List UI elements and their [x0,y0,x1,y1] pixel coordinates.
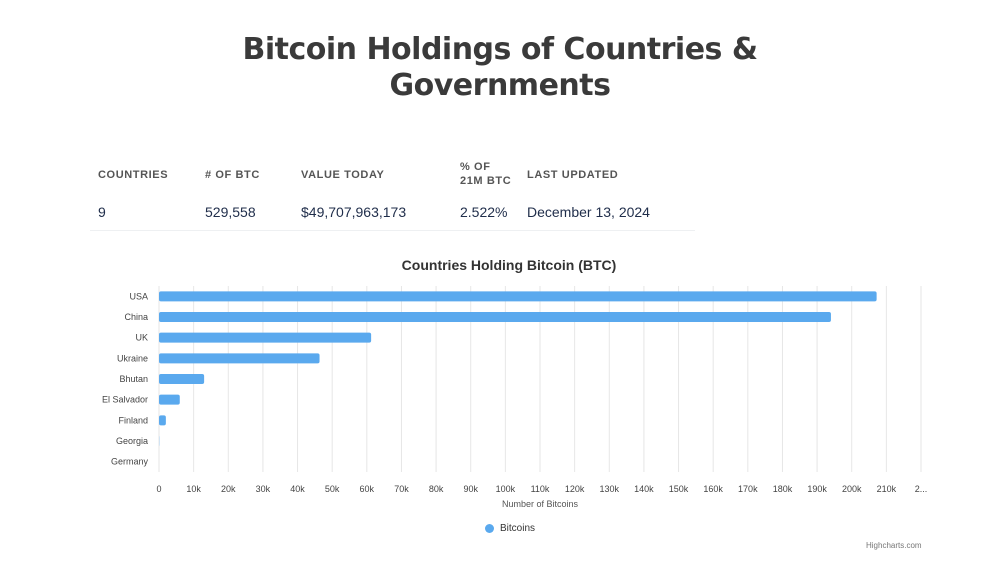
bar-finland[interactable] [159,415,166,426]
stat-header-value: VALUE TODAY [301,169,385,181]
x-tick-label: 40k [290,484,305,494]
x-tick-label: 190k [807,484,827,494]
x-tick-label: 30k [256,484,271,494]
legend-marker-icon [485,524,494,533]
page-title: Bitcoin Holdings of Countries & Governme… [0,32,1000,104]
stat-value-updated: December 13, 2024 [527,204,650,220]
bar-series [159,291,877,446]
x-tick-label: 70k [394,484,409,494]
x-tick-label: 170k [738,484,758,494]
stat-header-pct-line1: % OF [460,161,491,173]
x-tick-label: 200k [842,484,862,494]
stat-value-countries: 9 [98,204,106,220]
x-tick-label: 10k [186,484,201,494]
x-tick-label: 2... [915,484,928,494]
page-title-line2: Governments [389,68,611,103]
category-label: Germany [111,457,149,467]
x-tick-label: 0 [156,484,161,494]
bar-el-salvador[interactable] [159,394,180,405]
bar-china[interactable] [159,312,831,322]
stat-value-btc: 529,558 [205,204,256,220]
category-labels: USA China UK Ukraine Bhutan El Salvador Finlan… [102,291,149,466]
legend-label-bitcoins: Bitcoins [500,523,536,534]
x-tick-label: 120k [565,484,585,494]
x-tick-label: 100k [496,484,516,494]
category-label: Bhutan [119,374,148,384]
x-tick-label: 160k [703,484,723,494]
stat-value-value: $49,707,963,173 [301,204,407,220]
x-tick-labels: 0 10k 20k 30k 40k 50k 60k 70k 80k 90k 100k 110k 120k… [156,484,927,494]
bar-uk[interactable] [159,332,372,343]
x-tick-label: 60k [360,484,375,494]
x-tick-label: 140k [634,484,654,494]
x-tick-label: 180k [773,484,793,494]
x-tick-label: 130k [600,484,620,494]
x-tick-label: 90k [463,484,478,494]
stat-header-pct-line2: 21M BTC [460,175,512,187]
category-label: USA [129,291,148,301]
category-label: Georgia [116,436,148,446]
bar-bhutan[interactable] [159,374,205,384]
chart-title: Countries Holding Bitcoin (BTC) [402,257,617,273]
category-label: Ukraine [117,353,148,363]
category-label: El Salvador [102,395,148,405]
category-label: China [124,312,148,322]
bar-ukraine[interactable] [159,353,320,364]
stat-header-pct: % OF 21M BTC [460,160,511,188]
stat-header-countries: COUNTRIES [98,169,169,181]
chart-legend[interactable]: Bitcoins [485,523,535,534]
category-label: Finland [118,415,148,425]
x-tick-label: 20k [221,484,236,494]
highcharts-credit[interactable]: Highcharts.com [866,541,922,550]
stat-value-pct: 2.522% [460,204,508,220]
x-axis-title: Number of Bitcoins [502,499,579,509]
x-tick-label: 210k [877,484,897,494]
x-tick-label: 80k [429,484,444,494]
bar-usa[interactable] [159,291,877,302]
x-tick-label: 50k [325,484,340,494]
x-tick-label: 110k [531,484,550,494]
category-label: UK [135,333,148,343]
page-title-line1: Bitcoin Holdings of Countries & [242,32,758,67]
stat-header-updated: LAST UPDATED [527,169,619,181]
x-tick-label: 150k [669,484,689,494]
stat-header-btc: # OF BTC [205,169,260,181]
stats-table: COUNTRIES # OF BTC VALUE TODAY % OF 21M … [90,160,695,231]
